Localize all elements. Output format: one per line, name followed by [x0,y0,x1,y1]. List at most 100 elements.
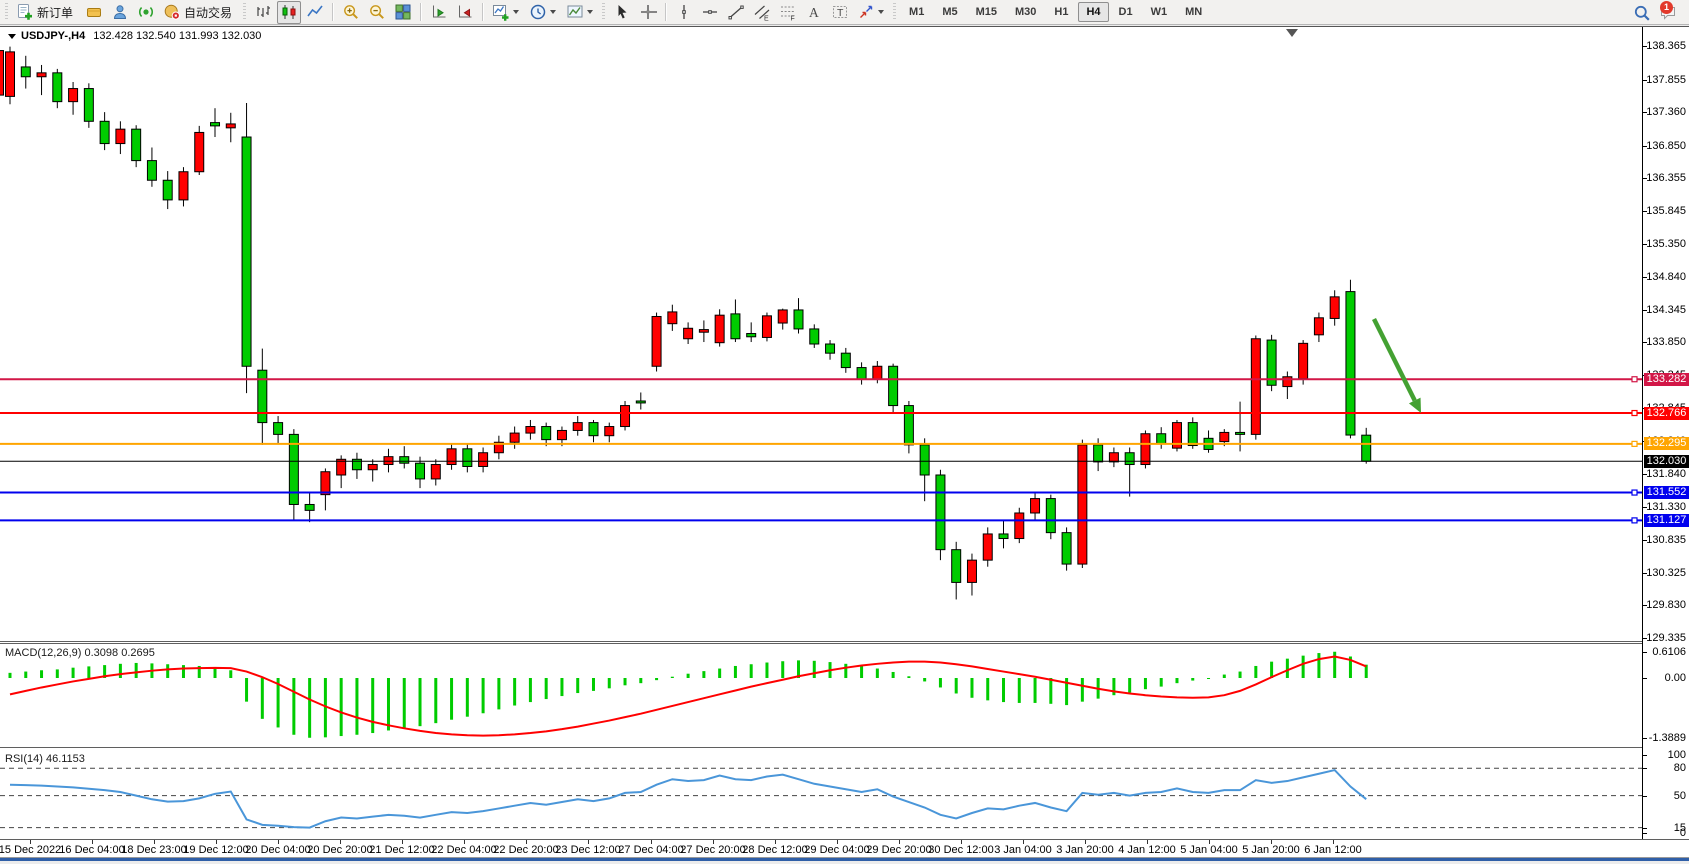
signals-button[interactable] [134,1,158,24]
price-axis[interactable]: 138.365 137.855 137.360 136.850 136.355 135.8… [1642,27,1689,839]
zoom-in-icon [344,5,358,19]
candlestick-button[interactable] [277,0,302,24]
timeframe-d1-button[interactable]: D1 [1118,6,1133,18]
down-arrow-annotation[interactable] [1371,317,1421,413]
toolbar-grip [602,3,606,21]
macd-signal-line [9,655,1367,737]
macd-pane[interactable] [0,643,1642,748]
axis-tick [1643,310,1647,311]
templates-button[interactable] [563,1,598,24]
toolbar-grip [893,3,897,21]
resistance-line-lower[interactable] [0,409,1642,417]
time-tick-label: 29 Dec 04:00 [804,844,870,856]
price-tick-label: 131.330 [1646,501,1686,514]
autotrading-button[interactable]: 自动交易 [160,1,239,24]
time-tick-label: 27 Dec 04:00 [618,844,684,856]
zoom-in-button[interactable] [339,1,363,24]
time-tick [1147,840,1148,844]
collapse-icon[interactable] [8,34,16,39]
auto-scroll-icon [433,5,446,18]
cursor-button[interactable] [610,1,634,24]
time-tick-label: 22 Dec 04:00 [431,844,497,856]
time-tick [713,840,714,844]
macd-main-value: 0.3098 [84,647,119,659]
axis-tick [1643,573,1647,574]
signals-icon [139,7,153,17]
vertical-line-button[interactable] [672,1,696,24]
rsi-scale-label: 50 [1673,789,1686,802]
chevron-down-icon [587,10,594,14]
channel-button[interactable]: E [750,1,774,24]
resistance-line-upper[interactable] [0,376,1642,383]
time-axis[interactable]: 15 Dec 2022 16 Dec 04:00 18 Dec 23:00 19 De… [0,839,1689,857]
fibonacci-button[interactable]: F [776,1,800,24]
timeframe-m1-button[interactable]: M1 [909,6,925,18]
axis-tick [1643,112,1647,113]
time-tick [1085,840,1086,844]
rsi-scale-label: 100 [1667,749,1686,761]
time-tick-label: 20 Dec 04:00 [245,844,311,856]
candles-icon [282,5,296,19]
timeframe-mn-button[interactable]: MN [1185,6,1203,18]
time-tick [837,840,838,844]
chart-shift-button[interactable] [453,1,477,24]
toolbar: 新订单 自动交易 E F A T M1 M5 M15 M30 H1 H4 D1 W1 MN [0,0,1689,25]
text-label-button[interactable]: T [828,1,852,24]
time-tick-label: 23 Dec 12:00 [555,844,621,856]
timeframe-h4-button[interactable]: H4 [1078,2,1109,22]
timeframe-h1-button[interactable]: H1 [1054,6,1069,18]
line-chart-button[interactable] [303,1,327,24]
timeframe-m30-button[interactable]: M30 [1015,6,1037,18]
chart-shift-marker[interactable] [1286,29,1298,37]
timeframe-w1-button[interactable]: W1 [1150,6,1168,18]
support-line-upper[interactable] [0,489,1642,496]
axis-tick [1643,540,1647,541]
zoom-out-button[interactable] [365,1,389,24]
axis-tick [1643,146,1647,147]
pivot-line-price-label: 132.295 [1644,437,1689,451]
deposit-button[interactable] [82,1,106,24]
axis-tick [1643,605,1647,606]
arrows-button[interactable] [854,1,889,24]
resistance-line-lower-price-label: 132.766 [1644,406,1689,420]
tile-icon [395,4,411,20]
horizontal-line-button[interactable] [698,1,722,24]
axis-tick [1643,828,1647,829]
time-tick-label: 4 Jan 12:00 [1118,844,1176,856]
chart-window[interactable]: USDJPY-,H4 132.428 132.540 131.993 132.03… [0,27,1689,857]
notification-badge[interactable]: 1 [1660,1,1673,14]
search-icon [1634,5,1650,21]
time-tick [775,840,776,844]
support-line-lower-price-label: 131.127 [1644,513,1689,527]
chevron-down-icon [550,10,557,14]
new-chart-button[interactable] [489,1,524,24]
community-button[interactable] [108,1,132,24]
new-order-button[interactable]: 新订单 [13,1,80,24]
bar-chart-button[interactable] [251,1,275,24]
chart-symbol-period: USDJPY-,H4 [21,30,86,42]
rsi-pane[interactable] [0,750,1642,839]
pivot-line[interactable] [0,440,1642,447]
time-tick-label: 3 Jan 20:00 [1056,844,1114,856]
support-line-upper-price-label: 131.552 [1644,486,1689,500]
axis-tick [1643,796,1647,797]
support-line-lower[interactable] [0,517,1642,524]
trendline-button[interactable] [724,1,748,24]
tile-windows-button[interactable] [391,1,415,24]
text-button[interactable]: A [802,1,826,24]
axis-tick [1643,652,1647,653]
time-tick [154,840,155,844]
auto-scroll-button[interactable] [427,1,451,24]
crosshair-button[interactable] [636,1,660,24]
timeframe-m15-button[interactable]: M15 [975,6,997,18]
rsi-scale-label: 0 [1679,827,1686,839]
axis-tick [1643,277,1647,278]
axis-tick [1643,638,1647,639]
timeframe-m5-button[interactable]: M5 [942,6,958,18]
search-button[interactable] [1630,1,1654,24]
price-chart-pane[interactable] [0,27,1642,642]
macd-scale-label: 0.00 [1664,672,1686,684]
macd-scale-label: 0.6106 [1652,645,1686,658]
periods-button[interactable] [526,1,561,24]
time-tick [1209,840,1210,844]
